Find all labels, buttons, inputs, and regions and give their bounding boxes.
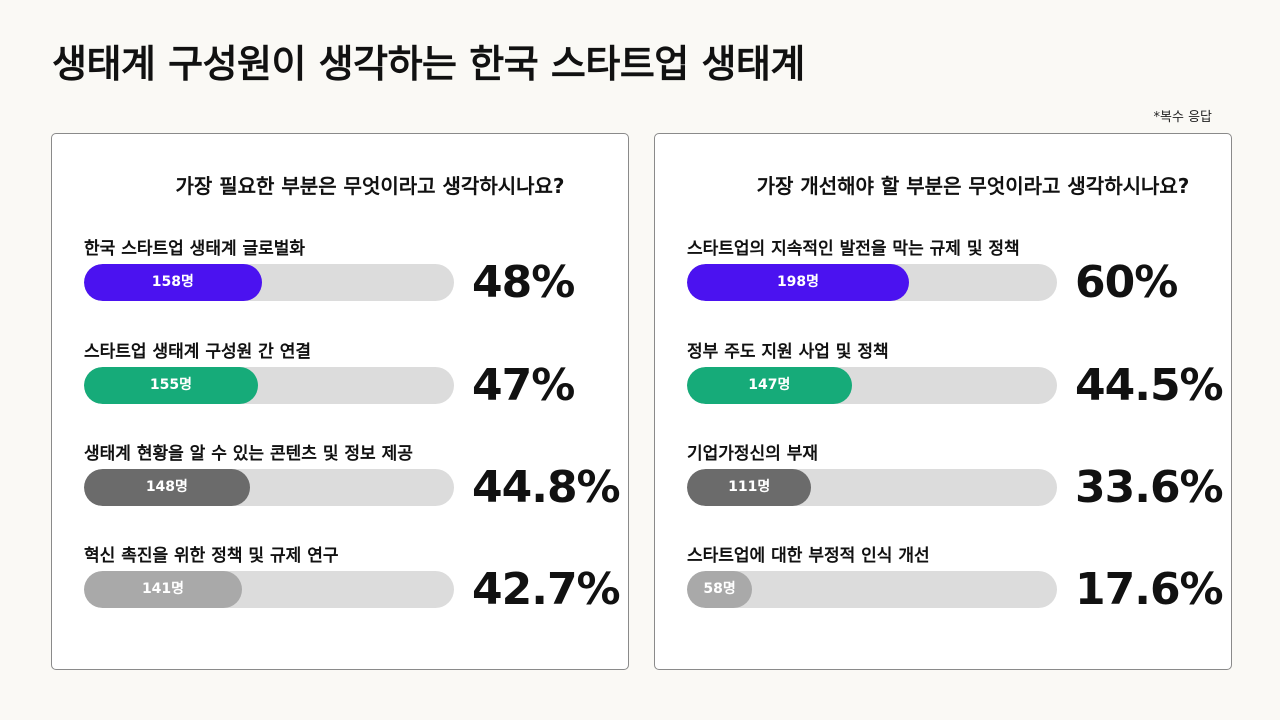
bar-row: 생태계 현황을 알 수 있는 콘텐츠 및 정보 제공 148명 44.8% <box>84 439 624 519</box>
bar-fill <box>687 264 909 301</box>
bar-count-label: 147명 <box>748 377 791 393</box>
bar-category-label: 기업가정신의 부재 <box>687 444 819 464</box>
bar-fill <box>84 367 258 404</box>
bar-row: 기업가정신의 부재 111명 33.6% <box>687 439 1227 519</box>
bar-count-label: 158명 <box>151 274 194 290</box>
chart-title: 가장 개선해야 할 부분은 무엇이라고 생각하시나요? <box>756 174 1190 198</box>
bar-row: 한국 스타트업 생태계 글로벌화 158명 48% <box>84 234 624 314</box>
bar-track: 147명 <box>687 367 1057 404</box>
bar-percent-label: 17.6% <box>1075 564 1224 615</box>
chart-panel-improve: 가장 개선해야 할 부분은 무엇이라고 생각하시나요? 스타트업의 지속적인 발… <box>654 133 1232 670</box>
bar-track: 148명 <box>84 469 454 506</box>
bar-track: 158명 <box>84 264 454 301</box>
bar-percent-label: 48% <box>472 257 575 308</box>
multiple-response-note: *복수 응답 <box>1153 110 1212 125</box>
bar-count-label: 58명 <box>703 581 736 597</box>
bar-category-label: 스타트업 생태계 구성원 간 연결 <box>84 342 311 362</box>
bar-category-label: 생태계 현황을 알 수 있는 콘텐츠 및 정보 제공 <box>84 444 413 464</box>
bar-percent-label: 44.5% <box>1075 360 1224 411</box>
bar-row: 스타트업에 대한 부정적 인식 개선 58명 17.6% <box>687 541 1227 621</box>
bar-row: 스타트업 생태계 구성원 간 연결 155명 47% <box>84 337 624 417</box>
bar-percent-label: 33.6% <box>1075 462 1224 513</box>
bar-category-label: 한국 스타트업 생태계 글로벌화 <box>84 239 306 259</box>
bar-track: 155명 <box>84 367 454 404</box>
chart-panel-needed: 가장 필요한 부분은 무엇이라고 생각하시나요? 한국 스타트업 생태계 글로벌… <box>51 133 629 670</box>
chart-title: 가장 필요한 부분은 무엇이라고 생각하시나요? <box>175 174 565 198</box>
bar-count-label: 198명 <box>776 274 820 290</box>
page-title: 생태계 구성원이 생각하는 한국 스타트업 생태계 <box>52 42 805 86</box>
bar-count-label: 141명 <box>141 581 185 597</box>
bar-fill <box>84 571 242 608</box>
bar-row: 혁신 촉진을 위한 정책 및 규제 연구 141명 42.7% <box>84 541 624 621</box>
bar-fill <box>84 469 250 506</box>
bar-track: 198명 <box>687 264 1057 301</box>
bar-category-label: 정부 주도 지원 사업 및 정책 <box>687 342 889 362</box>
bar-percent-label: 47% <box>472 360 575 411</box>
bar-row: 정부 주도 지원 사업 및 정책 147명 44.5% <box>687 337 1227 417</box>
bar-count-label: 111명 <box>728 479 771 495</box>
bar-percent-label: 60% <box>1075 257 1178 308</box>
bar-count-label: 155명 <box>149 377 192 393</box>
bar-track: 141명 <box>84 571 454 608</box>
bar-fill <box>84 264 262 301</box>
bar-percent-label: 42.7% <box>472 564 621 615</box>
bar-fill <box>687 469 812 506</box>
bar-category-label: 혁신 촉진을 위한 정책 및 규제 연구 <box>84 546 339 566</box>
bar-fill <box>687 571 753 608</box>
bar-track: 111명 <box>687 469 1057 506</box>
bar-percent-label: 44.8% <box>472 462 621 513</box>
bar-category-label: 스타트업에 대한 부정적 인식 개선 <box>687 546 930 566</box>
bar-count-label: 148명 <box>145 479 188 495</box>
bar-track: 58명 <box>687 571 1057 608</box>
bar-row: 스타트업의 지속적인 발전을 막는 규제 및 정책 198명 60% <box>687 234 1227 314</box>
bar-fill <box>687 367 852 404</box>
bar-category-label: 스타트업의 지속적인 발전을 막는 규제 및 정책 <box>687 239 1020 259</box>
